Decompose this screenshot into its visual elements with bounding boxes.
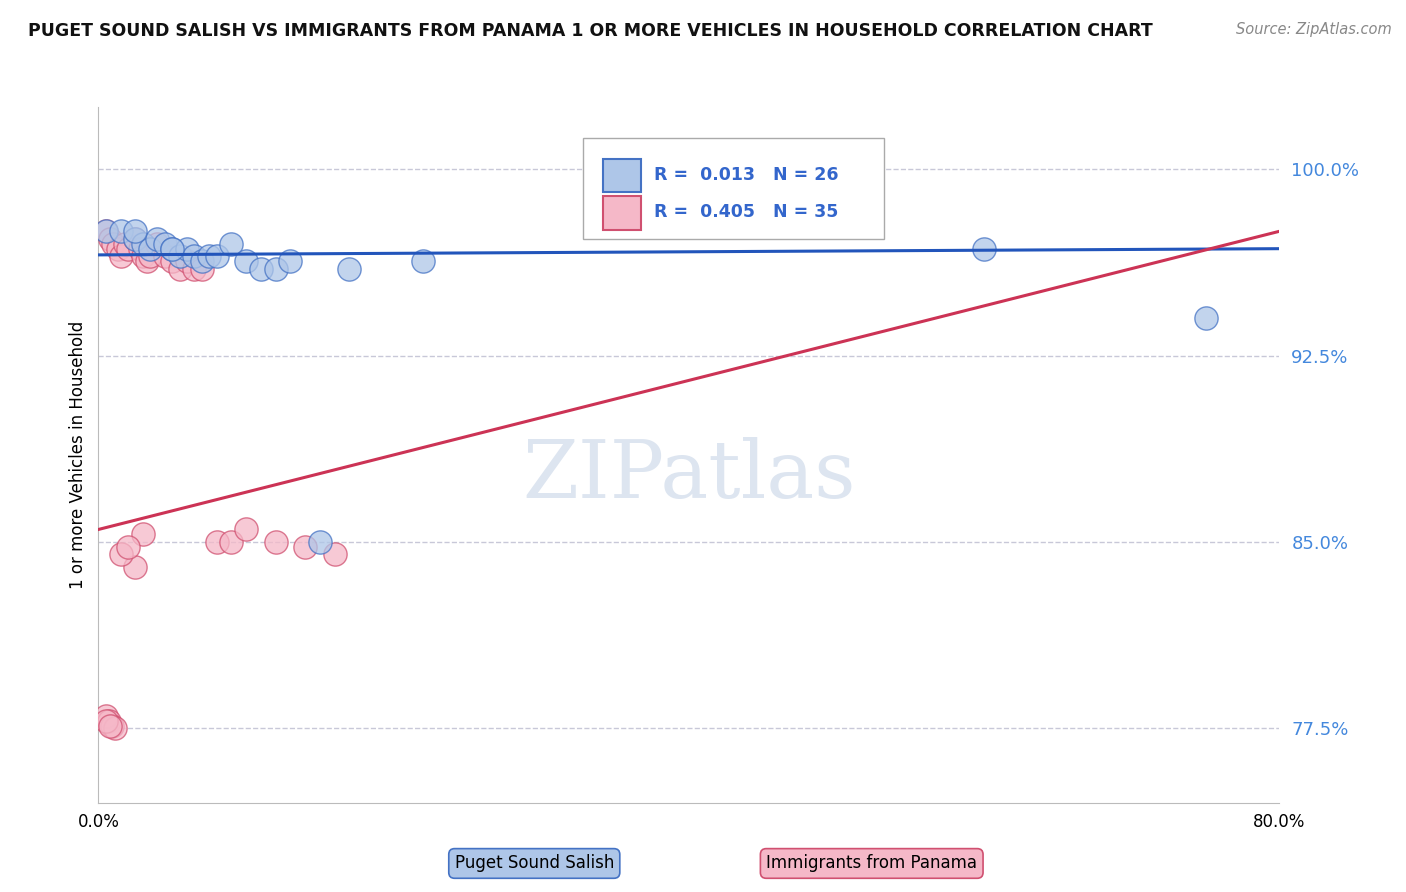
- Point: [250, 261, 273, 276]
- Text: PUGET SOUND SALISH VS IMMIGRANTS FROM PANAMA 1 OR MORE VEHICLES IN HOUSEHOLD COR: PUGET SOUND SALISH VS IMMIGRANTS FROM PA…: [28, 22, 1153, 40]
- Point: [219, 236, 242, 251]
- Y-axis label: 1 or more Vehicles in Household: 1 or more Vehicles in Household: [69, 321, 87, 589]
- Point: [309, 535, 332, 549]
- Point: [146, 232, 169, 246]
- Point: [176, 242, 198, 256]
- Point: [114, 236, 136, 251]
- Point: [94, 714, 117, 728]
- Point: [153, 236, 176, 251]
- Point: [98, 719, 121, 733]
- Point: [124, 224, 146, 238]
- Point: [169, 261, 191, 276]
- Point: [94, 224, 117, 238]
- Text: Puget Sound Salish: Puget Sound Salish: [454, 855, 614, 872]
- Point: [183, 261, 205, 276]
- Point: [235, 523, 257, 537]
- Point: [110, 249, 132, 263]
- Point: [117, 242, 139, 256]
- Point: [191, 254, 214, 268]
- Point: [97, 714, 120, 728]
- Point: [110, 547, 132, 561]
- Point: [100, 719, 122, 733]
- Point: [117, 540, 139, 554]
- Point: [132, 249, 155, 263]
- Point: [183, 249, 205, 263]
- Point: [146, 236, 169, 251]
- Point: [132, 236, 155, 251]
- Point: [162, 242, 183, 256]
- Point: [132, 527, 155, 541]
- Point: [264, 261, 287, 276]
- Point: [278, 254, 302, 268]
- Point: [973, 242, 995, 256]
- Point: [153, 249, 176, 263]
- Point: [219, 535, 242, 549]
- Text: R =  0.013   N = 26: R = 0.013 N = 26: [654, 166, 838, 184]
- FancyBboxPatch shape: [582, 138, 884, 239]
- Point: [103, 236, 125, 251]
- Point: [124, 232, 146, 246]
- Point: [205, 249, 228, 263]
- Point: [323, 547, 346, 561]
- FancyBboxPatch shape: [603, 196, 641, 229]
- Point: [139, 242, 162, 256]
- Point: [205, 535, 228, 549]
- Point: [264, 535, 287, 549]
- Point: [124, 232, 146, 246]
- Point: [169, 249, 191, 263]
- Point: [104, 721, 127, 735]
- Point: [128, 242, 150, 256]
- Point: [176, 254, 198, 268]
- Point: [107, 242, 129, 256]
- FancyBboxPatch shape: [603, 159, 641, 192]
- Text: R =  0.405   N = 35: R = 0.405 N = 35: [654, 203, 838, 221]
- Point: [337, 261, 360, 276]
- Point: [294, 540, 316, 554]
- Text: Immigrants from Panama: Immigrants from Panama: [766, 855, 977, 872]
- Point: [98, 232, 121, 246]
- Point: [110, 224, 132, 238]
- Text: ZIPatlas: ZIPatlas: [522, 437, 856, 515]
- Point: [412, 254, 434, 268]
- Point: [139, 249, 162, 263]
- Point: [162, 254, 183, 268]
- Point: [1195, 311, 1218, 326]
- Point: [94, 224, 117, 238]
- Point: [235, 254, 257, 268]
- Text: Source: ZipAtlas.com: Source: ZipAtlas.com: [1236, 22, 1392, 37]
- Point: [94, 708, 117, 723]
- Point: [124, 559, 146, 574]
- Point: [198, 249, 221, 263]
- Point: [191, 261, 214, 276]
- Point: [136, 254, 159, 268]
- Point: [162, 242, 183, 256]
